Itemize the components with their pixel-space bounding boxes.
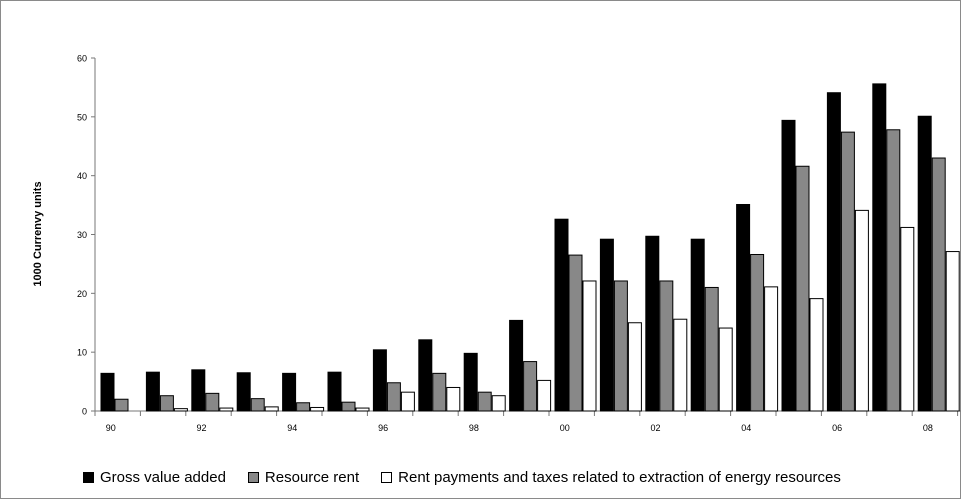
- y-tick-label: 30: [77, 230, 87, 240]
- bar-resource-rent: [159, 395, 174, 412]
- bar-rent-payments: [264, 406, 279, 412]
- y-tick-label: 0: [82, 407, 87, 417]
- y-axis-title-group: 1000 Currenvy units: [32, 181, 44, 286]
- bar-gross-value-added: [236, 372, 251, 412]
- y-tick-label: 40: [77, 171, 87, 181]
- bar-resource-rent: [250, 398, 265, 412]
- bar-rent-payments: [582, 280, 597, 412]
- legend-swatch-gross-value-added: [83, 472, 94, 483]
- x-axis: 90 92 94 96 98 00 02 04 06 08: [94, 410, 961, 433]
- bar-gross-value-added: [463, 352, 478, 412]
- bar-resource-rent: [432, 372, 447, 412]
- x-tick-label: 08: [923, 423, 933, 433]
- x-tick-label: 00: [560, 423, 570, 433]
- bar-gross-value-added: [100, 372, 115, 412]
- y-tick-label: 10: [77, 348, 87, 358]
- legend-label-rent-payments: Rent payments and taxes related to extra…: [398, 469, 841, 486]
- bar-gross-value-added: [781, 119, 796, 412]
- bar-gross-value-added: [599, 238, 614, 412]
- bar-rent-payments: [627, 322, 642, 412]
- y-tick-label: 60: [77, 54, 87, 64]
- legend-swatch-rent-payments: [381, 472, 393, 483]
- legend-swatch-resource-rent: [247, 472, 259, 483]
- bar-gross-value-added: [826, 92, 841, 412]
- bar-resource-rent: [613, 280, 628, 412]
- legend-item-rent-payments: Rent payments and taxes related to extra…: [381, 469, 841, 486]
- bar-rent-payments: [173, 408, 188, 412]
- bar-rent-payments: [446, 386, 461, 412]
- legend-label-gross-value-added: Gross value added: [100, 469, 226, 486]
- x-tick-label: 96: [378, 423, 388, 433]
- legend-label-resource-rent: Resource rent: [264, 469, 360, 486]
- bar-gross-value-added: [690, 238, 705, 412]
- legend: Gross value added Resource rent Rent pay…: [83, 469, 863, 486]
- bar-resource-rent: [659, 280, 674, 412]
- bar-gross-value-added: [872, 83, 887, 412]
- y-axis: 0 10 20 30 40 50 60: [77, 54, 96, 417]
- bar-resource-rent: [114, 398, 129, 412]
- bar-gross-value-added: [509, 319, 524, 412]
- bar-gross-value-added: [645, 235, 660, 412]
- bar-rent-payments: [491, 395, 506, 412]
- bar-rent-payments: [219, 407, 234, 412]
- bar-resource-rent: [205, 392, 220, 412]
- x-tick-label: 04: [741, 423, 751, 433]
- y-tick-label: 20: [77, 289, 87, 299]
- bar-rent-payments: [400, 391, 415, 412]
- bar-gross-value-added: [282, 372, 297, 412]
- x-tick-label: 92: [196, 423, 206, 433]
- bar-rent-payments: [854, 209, 869, 412]
- bar-resource-rent: [296, 402, 311, 412]
- x-tick-label: 06: [832, 423, 842, 433]
- bar-resource-rent: [386, 382, 401, 412]
- legend-item-resource-rent: Resource rent: [247, 469, 360, 486]
- bar-gross-value-added: [191, 369, 206, 412]
- bar-resource-rent: [795, 165, 810, 412]
- bar-gross-value-added: [372, 349, 387, 412]
- bar-resource-rent: [931, 157, 946, 412]
- bar-resource-rent: [568, 254, 583, 412]
- x-tick-label: 98: [469, 423, 479, 433]
- bar-rent-payments: [945, 251, 960, 412]
- bars: [100, 83, 960, 412]
- bar-resource-rent: [523, 361, 538, 412]
- bar-rent-payments: [673, 318, 688, 412]
- bar-gross-value-added: [418, 339, 433, 412]
- bar-rent-payments: [718, 327, 733, 412]
- y-tick-label: 50: [77, 112, 87, 122]
- bar-resource-rent: [840, 131, 855, 412]
- bar-resource-rent: [886, 129, 901, 412]
- bar-gross-value-added: [327, 371, 342, 412]
- bar-rent-payments: [764, 286, 779, 412]
- bar-resource-rent: [704, 286, 719, 412]
- bar-rent-payments: [355, 407, 370, 412]
- bar-rent-payments: [310, 406, 325, 412]
- bar-gross-value-added: [554, 218, 569, 412]
- bar-gross-value-added: [736, 203, 751, 412]
- bar-resource-rent: [750, 254, 765, 412]
- legend-item-gross-value-added: Gross value added: [83, 469, 226, 486]
- bar-gross-value-added: [145, 371, 160, 412]
- bar-gross-value-added: [917, 115, 932, 412]
- x-tick-label: 94: [287, 423, 297, 433]
- bar-rent-payments: [900, 226, 915, 412]
- x-tick-label: 02: [650, 423, 660, 433]
- y-axis-title: 1000 Currenvy units: [32, 181, 44, 286]
- bar-rent-payments: [537, 379, 552, 412]
- x-tick-label: 90: [106, 423, 116, 433]
- bar-rent-payments: [809, 298, 824, 412]
- bar-resource-rent: [341, 401, 356, 412]
- bar-resource-rent: [477, 391, 492, 412]
